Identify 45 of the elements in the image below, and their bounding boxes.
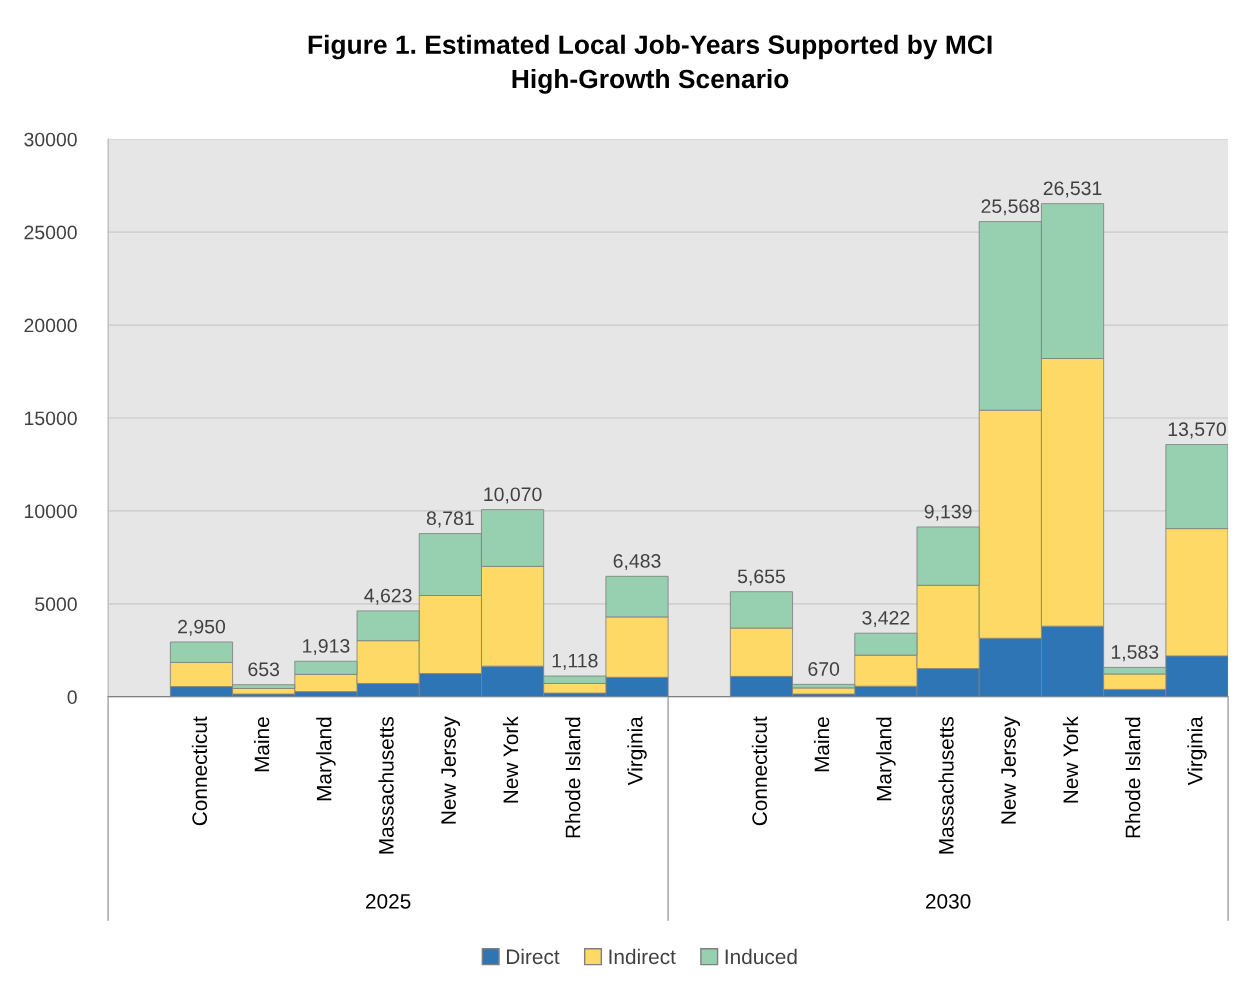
total-label: 9,139 (924, 504, 972, 521)
x-tick-label: New York (1062, 716, 1079, 803)
total-label: 8,781 (426, 511, 474, 528)
total-label: 1,913 (303, 639, 350, 656)
total-label: 4,623 (364, 588, 412, 605)
total-label: 5,655 (737, 569, 785, 586)
legend-label: Induced (725, 948, 797, 965)
legend-label: Direct (506, 948, 560, 965)
total-label: 2,950 (178, 619, 226, 636)
legend-label: Indirect (609, 948, 676, 965)
x-tick-label: New Jersey (441, 716, 461, 824)
y-tick-label: 15000 (25, 411, 77, 426)
total-label: 3,422 (862, 610, 910, 628)
x-tick-label: Connecticut (751, 716, 768, 826)
total-label: 1,583 (1111, 645, 1159, 662)
x-tick-label: Virginia (1187, 716, 1207, 786)
x-tick-label: Massachusetts (378, 717, 394, 854)
x-tick-label: Maryland (316, 717, 336, 801)
x-tick-label: New Jersey (1001, 716, 1021, 824)
y-tick-label: 0 (67, 690, 77, 705)
y-tick-label: 5000 (35, 597, 77, 612)
x-tick-label: New York (502, 716, 519, 803)
total-label: 10,070 (484, 487, 542, 504)
x-tick-label: Connecticut (191, 716, 208, 826)
y-tick-label: 10000 (25, 504, 77, 519)
total-label: 6,483 (613, 554, 661, 571)
total-label: 26,531 (1043, 181, 1102, 198)
x-tick-label: Massachusetts (938, 717, 954, 854)
x-tick-label: Maryland (876, 717, 896, 801)
y-tick-label: 30000 (24, 132, 77, 147)
total-label: 25,568 (981, 199, 1040, 216)
text: 2025 (366, 893, 411, 909)
total-label: 670 (808, 662, 840, 676)
total-label: 13,570 (1168, 422, 1226, 439)
text: 2030 (925, 893, 971, 909)
x-tick-label: Maine (253, 717, 270, 772)
chart-title: Figure 1. Estimated Local Job-Years Supported by MCI High-Growth Scenario (308, 34, 992, 94)
total-label: 1,118 (552, 653, 598, 670)
total-label: 653 (248, 662, 280, 677)
y-tick-label: 25000 (24, 225, 77, 240)
y-tick-label: 20000 (24, 318, 77, 333)
x-tick-label: Virginia (627, 716, 647, 786)
x-tick-label: Rhode Island (565, 717, 581, 838)
x-tick-label: Rhode Island (1125, 717, 1141, 838)
x-tick-label: Maine (813, 717, 830, 772)
